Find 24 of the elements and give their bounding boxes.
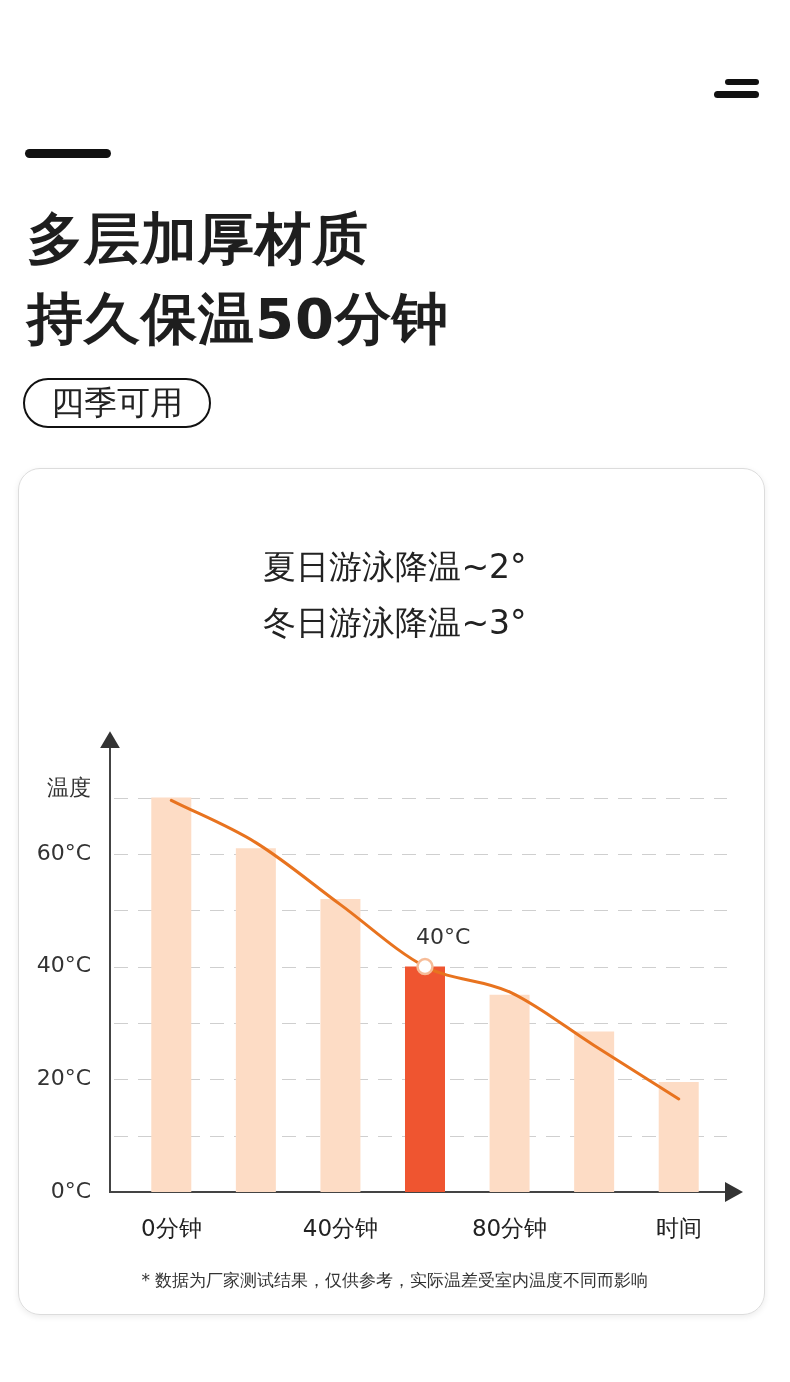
chart-title: 多层加厚材质 bbox=[27, 205, 369, 273]
chart-subtitle: 持久保温50分钟 bbox=[27, 285, 449, 353]
text: 四季可用 bbox=[23, 378, 211, 428]
bar bbox=[235, 848, 276, 1192]
x-axis-title: 时间 bbox=[655, 1215, 702, 1242]
y-axis-title: 温度 bbox=[47, 775, 91, 801]
line-series bbox=[169, 798, 681, 1101]
y-tick-label: 0°C bbox=[50, 1177, 91, 1203]
text: 夏日游泳降温~2° bbox=[262, 546, 528, 588]
x-tick-label: 80分钟 bbox=[471, 1214, 548, 1241]
text: 冬日游泳降温~3° bbox=[262, 602, 528, 644]
bar bbox=[320, 898, 361, 1192]
y-tick-label: 20°C bbox=[36, 1065, 91, 1091]
bar bbox=[658, 1082, 699, 1192]
bar bbox=[151, 797, 192, 1192]
bar bbox=[405, 966, 445, 1192]
data-label: 40°C bbox=[416, 924, 471, 950]
bar bbox=[489, 994, 530, 1192]
y-tick-label: 40°C bbox=[36, 952, 91, 978]
bar bbox=[574, 1031, 615, 1192]
x-tick-label: 40分钟 bbox=[302, 1214, 379, 1241]
text: * 数据为厂家测试结果，仅供参考，实际温差受室内温度不同而影响 bbox=[140, 1269, 650, 1292]
x-tick-label: 0分钟 bbox=[140, 1214, 202, 1241]
y-tick-label: 60°C bbox=[36, 839, 91, 865]
